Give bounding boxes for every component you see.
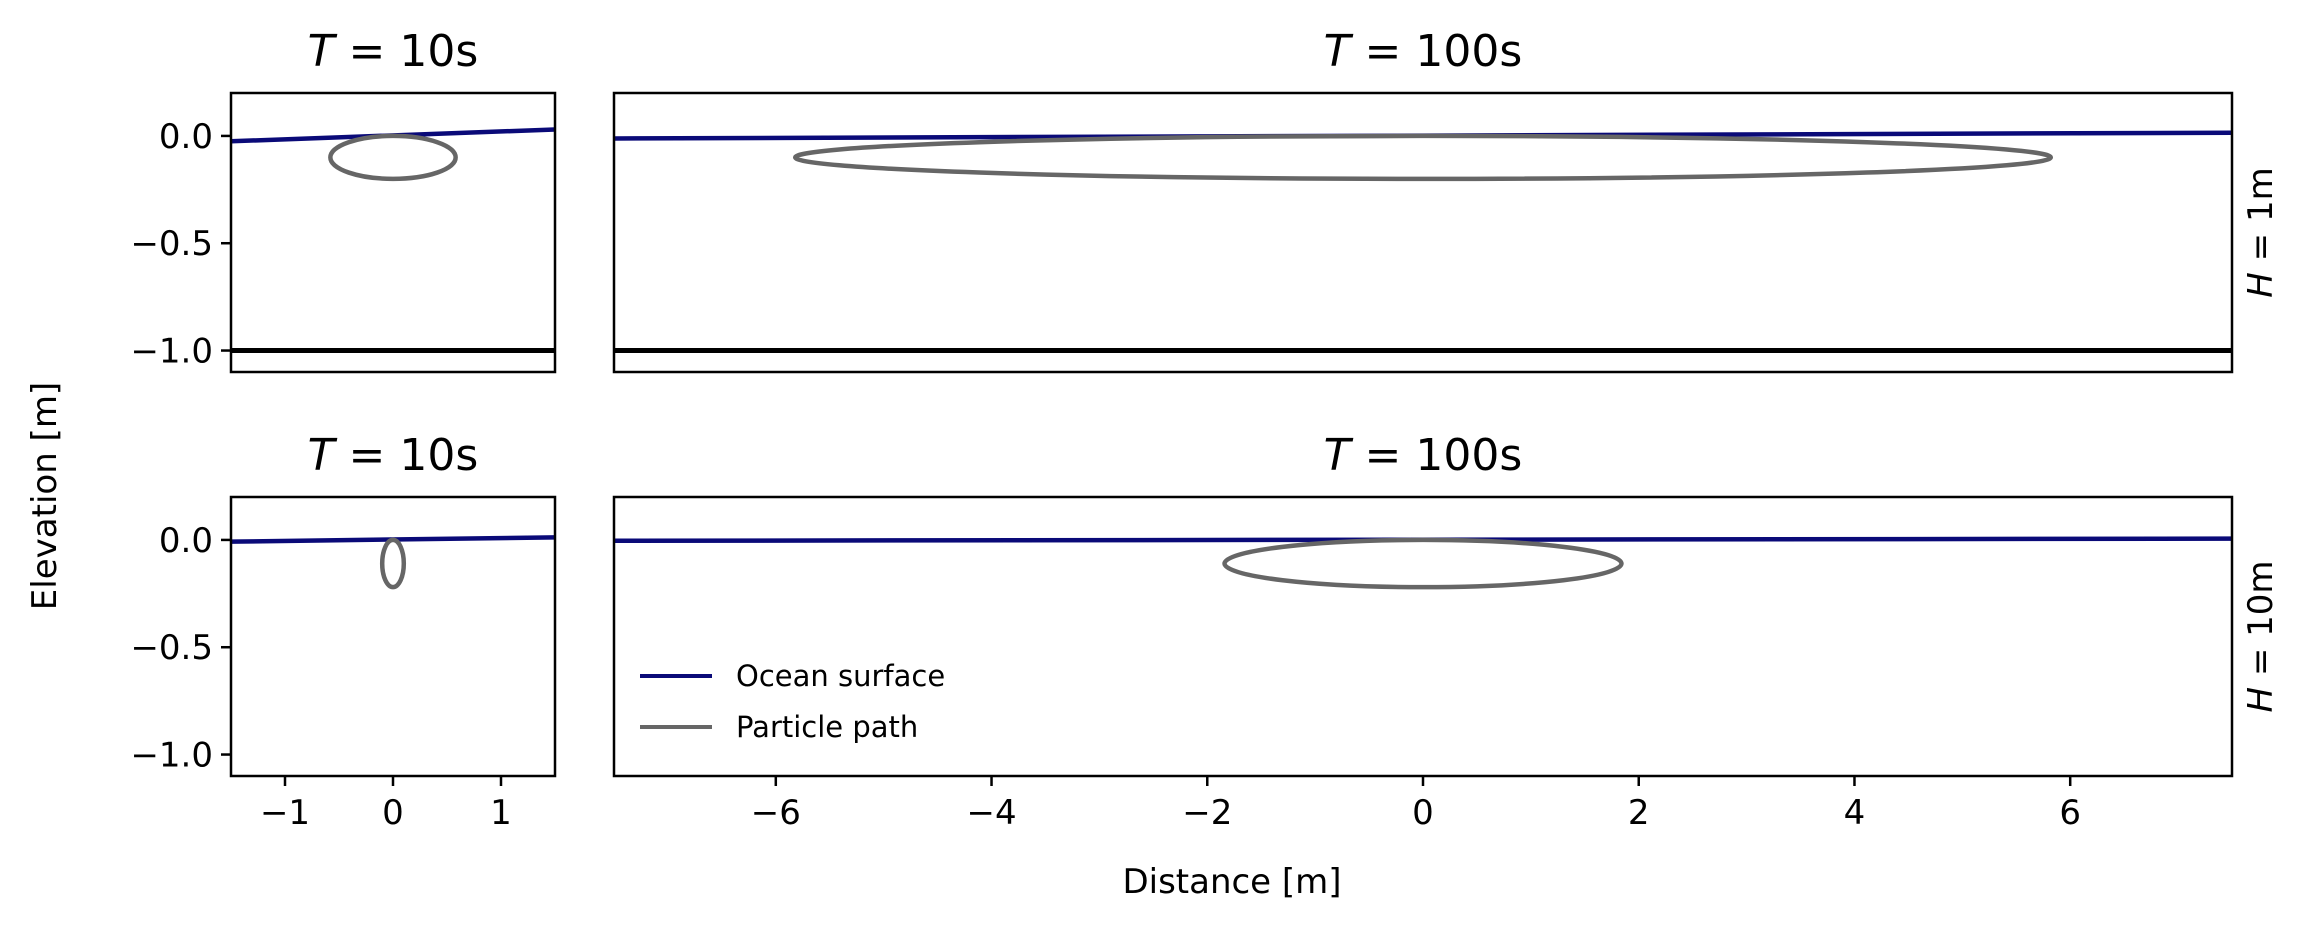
x-tick-label: −6 bbox=[751, 793, 801, 833]
y-tick-label: 0.0 bbox=[159, 521, 213, 561]
axes-frame bbox=[229, 91, 557, 374]
row-label-variable: H bbox=[2241, 272, 2281, 298]
panel-title-variable: T bbox=[1324, 430, 1354, 481]
panel-title-variable: T bbox=[1324, 26, 1354, 77]
panel-bottom-left: 0.0 −0.5 −1.0 −1 0 1 T = 10s bbox=[130, 430, 557, 833]
x-tick-label: 1 bbox=[490, 793, 512, 833]
y-tick-label: −1.0 bbox=[130, 736, 213, 776]
x-tick-label: 6 bbox=[2059, 793, 2081, 833]
panel-title: T = 100s bbox=[1324, 26, 1523, 77]
panel-top-left: 0.0 −0.5 −1.0 T = 10s bbox=[130, 26, 557, 374]
plot-area bbox=[231, 127, 555, 354]
y-tick-label: 0.0 bbox=[159, 117, 213, 157]
panel-title-value: = 10s bbox=[335, 26, 479, 77]
plot-area bbox=[231, 535, 555, 590]
particle-path-ellipse bbox=[379, 537, 407, 590]
panel-title-value: = 100s bbox=[1351, 26, 1523, 77]
particle-path-ellipse bbox=[792, 133, 2054, 182]
plot-area bbox=[614, 536, 2232, 590]
particle-path-ellipse bbox=[328, 133, 458, 182]
plot-area bbox=[614, 130, 2232, 354]
row-label: H = 10m bbox=[2241, 560, 2281, 712]
axes-frame bbox=[612, 91, 2234, 374]
panel-top-right: T = 100s H = 1m bbox=[612, 26, 2281, 374]
row-label-variable: H bbox=[2241, 687, 2281, 713]
legend-label-ocean-surface: Ocean surface bbox=[736, 659, 945, 693]
panel-title-value: = 100s bbox=[1351, 430, 1523, 481]
x-tick-label: −1 bbox=[260, 793, 310, 833]
x-tick-label: −4 bbox=[966, 793, 1016, 833]
x-axis-label: Distance [m] bbox=[1122, 862, 1341, 902]
x-tick-label: 0 bbox=[382, 793, 404, 833]
legend-label-particle-path: Particle path bbox=[736, 710, 918, 744]
y-tick-label: −0.5 bbox=[130, 224, 213, 264]
panel-bottom-right: −6 −4 −2 0 2 4 6 T = 100s H = 10m bbox=[612, 430, 2281, 833]
x-tick-label: 0 bbox=[1412, 793, 1434, 833]
row-label-value: = 10m bbox=[2241, 560, 2281, 687]
row-label-value: = 1m bbox=[2241, 167, 2281, 272]
x-tick-label: 4 bbox=[1844, 793, 1866, 833]
x-tick-label: 2 bbox=[1628, 793, 1650, 833]
y-axis-label: Elevation [m] bbox=[25, 382, 65, 610]
panel-title-value: = 10s bbox=[335, 430, 479, 481]
panel-title: T = 10s bbox=[308, 26, 479, 77]
panel-title-variable: T bbox=[308, 430, 338, 481]
particle-path-ellipse bbox=[1222, 537, 1624, 590]
legend: Ocean surface Particle path bbox=[640, 659, 945, 744]
row-label: H = 1m bbox=[2241, 167, 2281, 297]
panel-title-variable: T bbox=[308, 26, 338, 77]
x-tick-label: −2 bbox=[1182, 793, 1232, 833]
panel-title: T = 100s bbox=[1324, 430, 1523, 481]
y-tick-label: −0.5 bbox=[130, 628, 213, 668]
panel-title: T = 10s bbox=[308, 430, 479, 481]
y-tick-label: −1.0 bbox=[130, 332, 213, 372]
